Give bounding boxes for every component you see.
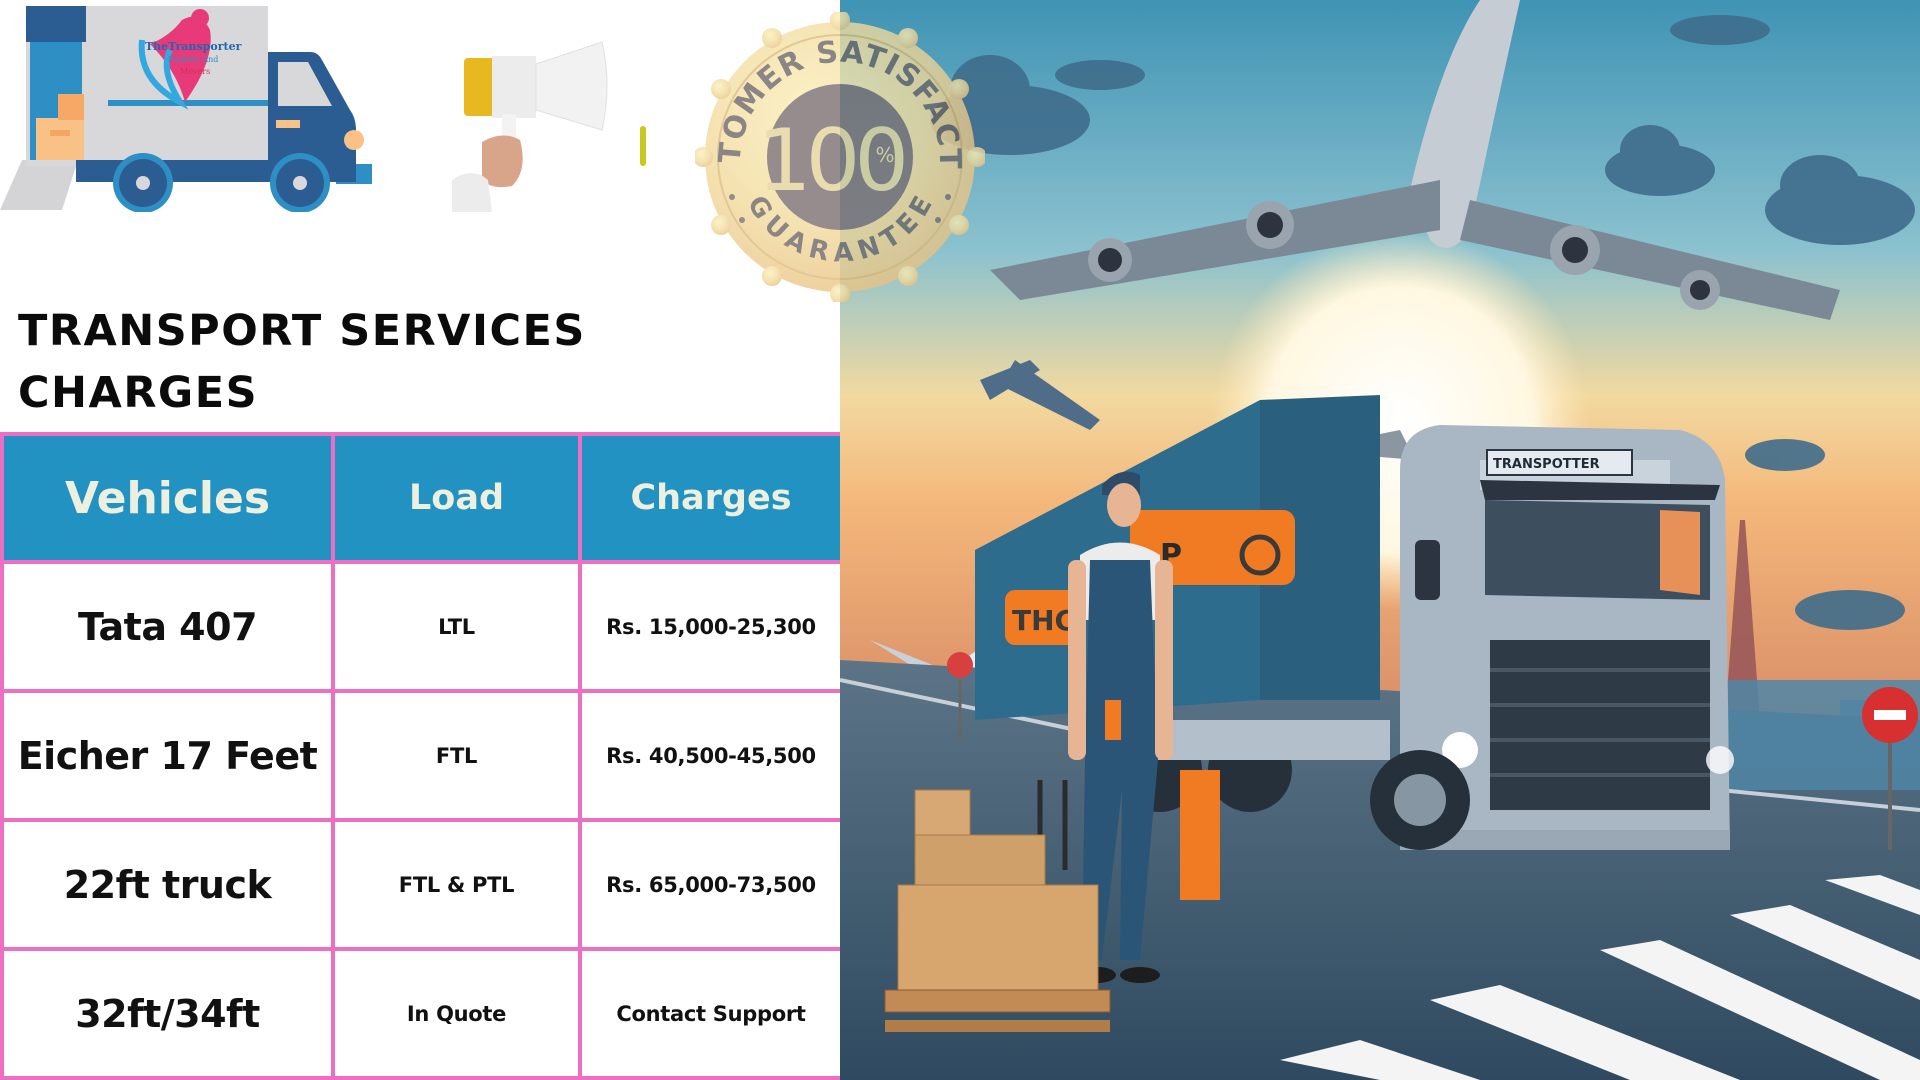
airplane-small bbox=[980, 360, 1100, 430]
table-row: 32ft/34ft In Quote Contact Support bbox=[0, 947, 844, 1080]
charges-cell: Rs. 40,500-45,500 bbox=[578, 689, 844, 822]
vehicle-cell: 22ft truck bbox=[0, 818, 335, 951]
worker-figure bbox=[1068, 471, 1220, 983]
crosswalk bbox=[1280, 875, 1920, 1080]
table-row: Tata 407 LTL Rs. 15,000-25,300 bbox=[0, 560, 844, 693]
svg-text:TRANSPOTTER: TRANSPOTTER bbox=[1493, 457, 1600, 472]
company-logo: TheTransporter Packers And Movers bbox=[138, 9, 242, 110]
megaphone-icon bbox=[452, 30, 652, 212]
svg-text:TheTransporter: TheTransporter bbox=[145, 40, 242, 53]
table-row: Eicher 17 Feet FTL Rs. 40,500-45,500 bbox=[0, 689, 844, 822]
table-row: 22ft truck FTL & PTL Rs. 65,000-73,500 bbox=[0, 818, 844, 951]
vehicle-cell: 32ft/34ft bbox=[0, 947, 335, 1080]
logistics-scene-illustration: THC P TRANSPOTTER bbox=[840, 0, 1920, 1080]
load-cell: LTL bbox=[331, 560, 582, 693]
svg-text:THC: THC bbox=[1012, 604, 1075, 637]
airplane-large bbox=[990, 0, 1840, 460]
header-load: Load bbox=[331, 432, 582, 564]
delivery-truck-icon: TheTransporter Packers And Movers bbox=[0, 0, 372, 213]
charges-cell: Rs. 15,000-25,300 bbox=[578, 560, 844, 693]
load-cell: FTL & PTL bbox=[331, 818, 582, 951]
charges-cell: Rs. 65,000-73,500 bbox=[578, 818, 844, 951]
charges-cell: Contact Support bbox=[578, 947, 844, 1080]
left-panel: TheTransporter Packers And Movers bbox=[0, 0, 844, 1080]
load-cell: FTL bbox=[331, 689, 582, 822]
vehicle-cell: Tata 407 bbox=[0, 560, 335, 693]
svg-text:%: % bbox=[875, 143, 894, 167]
vehicle-cell: Eicher 17 Feet bbox=[0, 689, 335, 822]
svg-text:Movers: Movers bbox=[180, 67, 210, 76]
header-vehicles: Vehicles bbox=[0, 432, 335, 564]
svg-text:100: 100 bbox=[757, 111, 903, 211]
cargo-boxes bbox=[884, 780, 1111, 1032]
rate-table: Vehicles Load Charges Tata 407 LTL Rs. 1… bbox=[0, 432, 844, 1080]
table-header-row: Vehicles Load Charges bbox=[0, 432, 844, 564]
svg-text:Packers And: Packers And bbox=[168, 55, 218, 64]
road-sign-icon bbox=[947, 652, 1918, 850]
satisfaction-seal-icon: CUSTOMER SATISFACTION GUARANTEE 100 % bbox=[682, 0, 987, 304]
title-line-1: Transport Services Charges bbox=[18, 306, 586, 418]
load-cell: In Quote bbox=[331, 947, 582, 1080]
header-charges: Charges bbox=[578, 432, 844, 564]
